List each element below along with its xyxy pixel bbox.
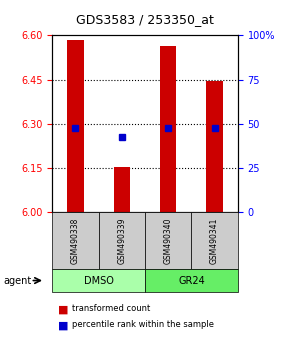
Text: percentile rank within the sample: percentile rank within the sample bbox=[72, 320, 215, 329]
Bar bbox=[206, 81, 223, 212]
Bar bbox=[160, 46, 176, 212]
Text: agent: agent bbox=[3, 275, 31, 286]
Text: ■: ■ bbox=[58, 304, 68, 314]
Text: GSM490340: GSM490340 bbox=[164, 217, 173, 264]
Text: GR24: GR24 bbox=[178, 275, 205, 286]
Text: GSM490341: GSM490341 bbox=[210, 217, 219, 264]
Text: GSM490338: GSM490338 bbox=[71, 217, 80, 264]
Text: DMSO: DMSO bbox=[84, 275, 114, 286]
Bar bbox=[114, 167, 130, 212]
Text: GSM490339: GSM490339 bbox=[117, 217, 126, 264]
Text: transformed count: transformed count bbox=[72, 304, 151, 313]
Text: GDS3583 / 253350_at: GDS3583 / 253350_at bbox=[76, 13, 214, 26]
Bar bbox=[67, 40, 84, 212]
Text: ■: ■ bbox=[58, 320, 68, 330]
